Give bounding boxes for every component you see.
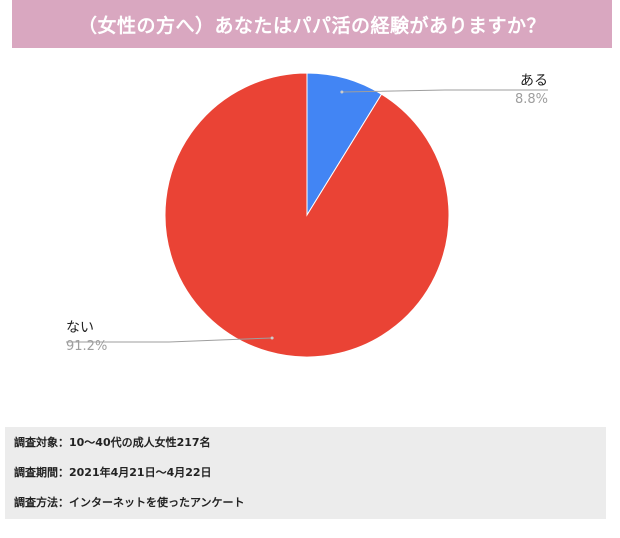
survey-target: 調査対象：10～40代の成人女性217名 bbox=[14, 436, 211, 449]
slice-value-aru: 8.8% bbox=[515, 92, 548, 107]
leader-line-aru bbox=[341, 89, 548, 93]
title-banner: （女性の方へ）あなたはパパ活の経験がありますか？ bbox=[12, 0, 612, 48]
slice-value-nai: 91.2% bbox=[66, 339, 107, 354]
leader-line-nai bbox=[66, 337, 273, 343]
leader-dot-nai bbox=[270, 336, 274, 340]
leader-dot-aru bbox=[340, 90, 344, 94]
pie-chart: ある 8.8% ない 91.2% bbox=[66, 72, 548, 358]
survey-period: 調査期間：2021年4月21日～4月22日 bbox=[14, 466, 212, 479]
survey-method: 調査方法：インターネットを使ったアンケート bbox=[14, 496, 245, 509]
chart-title: （女性の方へ）あなたはパパ活の経験がありますか？ bbox=[77, 14, 546, 37]
slice-label-aru: ある bbox=[520, 73, 548, 89]
pie-slice-nai bbox=[164, 72, 450, 358]
slice-label-nai: ない bbox=[66, 320, 94, 336]
survey-info-box: 調査対象：10～40代の成人女性217名 調査期間：2021年4月21日～4月2… bbox=[5, 427, 606, 519]
